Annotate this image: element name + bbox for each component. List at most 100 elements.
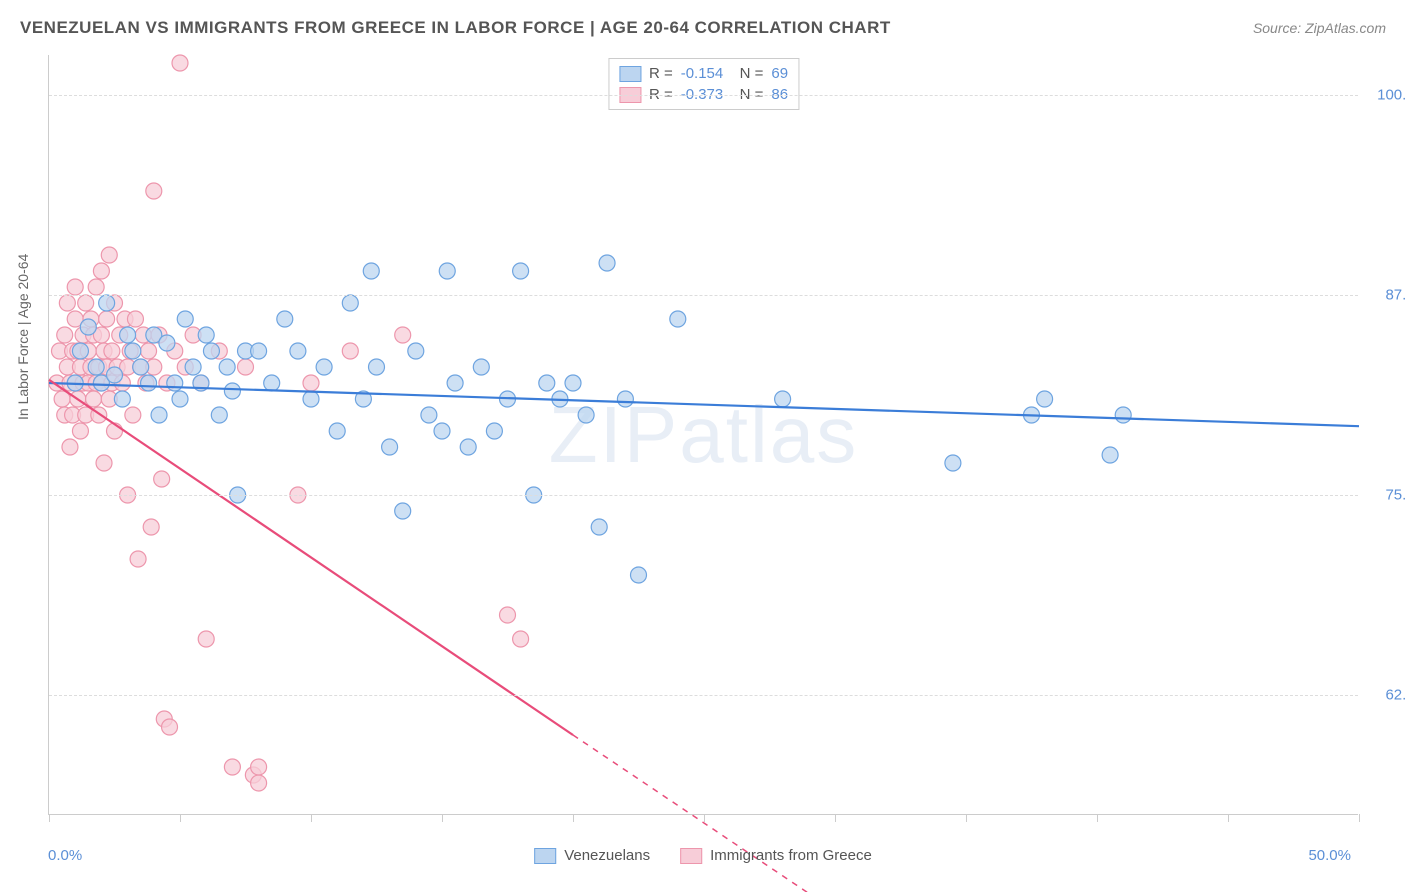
data-point	[251, 343, 267, 359]
swatch-series-2	[680, 848, 702, 864]
data-point	[167, 375, 183, 391]
data-point	[599, 255, 615, 271]
data-point	[96, 455, 112, 471]
data-point	[162, 719, 178, 735]
data-point	[172, 391, 188, 407]
gridline	[49, 695, 1358, 696]
data-point	[143, 519, 159, 535]
data-point	[290, 343, 306, 359]
gridline	[49, 295, 1358, 296]
chart-title: VENEZUELAN VS IMMIGRANTS FROM GREECE IN …	[20, 18, 891, 38]
chart-plot-area: ZIPatlas R = -0.154 N = 69 R = -0.373 N …	[48, 55, 1358, 815]
x-tick	[704, 814, 705, 822]
data-point	[130, 551, 146, 567]
data-point	[198, 327, 214, 343]
data-point	[264, 375, 280, 391]
data-point	[159, 335, 175, 351]
data-point	[439, 263, 455, 279]
x-tick	[1359, 814, 1360, 822]
x-tick	[966, 814, 967, 822]
data-point	[369, 359, 385, 375]
data-point	[125, 407, 141, 423]
data-point	[251, 775, 267, 791]
legend-item: Venezuelans	[534, 847, 650, 864]
data-point	[1037, 391, 1053, 407]
data-point	[486, 423, 502, 439]
scatter-svg	[49, 55, 1358, 814]
x-tick	[835, 814, 836, 822]
data-point	[434, 423, 450, 439]
data-point	[86, 391, 102, 407]
x-axis-max-label: 50.0%	[1308, 847, 1351, 864]
x-tick	[1097, 814, 1098, 822]
data-point	[88, 359, 104, 375]
data-point	[565, 375, 581, 391]
y-tick-label: 87.5%	[1368, 287, 1406, 304]
data-point	[219, 359, 235, 375]
data-point	[1102, 447, 1118, 463]
data-point	[382, 439, 398, 455]
data-point	[1115, 407, 1131, 423]
data-point	[329, 423, 345, 439]
data-point	[251, 759, 267, 775]
data-point	[316, 359, 332, 375]
data-point	[447, 375, 463, 391]
data-point	[342, 343, 358, 359]
data-point	[88, 279, 104, 295]
data-point	[670, 311, 686, 327]
data-point	[107, 367, 123, 383]
x-tick	[180, 814, 181, 822]
data-point	[62, 439, 78, 455]
data-point	[408, 343, 424, 359]
data-point	[78, 295, 94, 311]
data-point	[224, 759, 240, 775]
data-point	[59, 295, 75, 311]
data-point	[775, 391, 791, 407]
data-point	[578, 407, 594, 423]
swatch-series-1	[534, 848, 556, 864]
data-point	[945, 455, 961, 471]
data-point	[125, 343, 141, 359]
data-point	[120, 327, 136, 343]
data-point	[473, 359, 489, 375]
data-point	[93, 263, 109, 279]
data-point	[500, 607, 516, 623]
data-point	[591, 519, 607, 535]
series-legend: Venezuelans Immigrants from Greece	[534, 847, 872, 864]
data-point	[146, 183, 162, 199]
data-point	[211, 407, 227, 423]
data-point	[104, 343, 120, 359]
data-point	[72, 423, 88, 439]
data-point	[395, 327, 411, 343]
data-point	[513, 263, 529, 279]
data-point	[395, 503, 411, 519]
gridline	[49, 495, 1358, 496]
data-point	[513, 631, 529, 647]
data-point	[539, 375, 555, 391]
x-axis-min-label: 0.0%	[48, 847, 82, 864]
x-tick	[311, 814, 312, 822]
x-tick	[442, 814, 443, 822]
data-point	[421, 407, 437, 423]
data-point	[277, 311, 293, 327]
legend-item: Immigrants from Greece	[680, 847, 872, 864]
data-point	[460, 439, 476, 455]
x-tick	[1228, 814, 1229, 822]
data-point	[303, 375, 319, 391]
data-point	[303, 391, 319, 407]
data-point	[114, 391, 130, 407]
legend-label: Immigrants from Greece	[710, 847, 872, 864]
data-point	[141, 343, 157, 359]
data-point	[198, 631, 214, 647]
y-tick-label: 62.5%	[1368, 687, 1406, 704]
y-tick-label: 100.0%	[1368, 87, 1406, 104]
data-point	[72, 343, 88, 359]
data-point	[185, 359, 201, 375]
trend-line	[49, 383, 1359, 426]
data-point	[363, 263, 379, 279]
data-point	[617, 391, 633, 407]
data-point	[238, 359, 254, 375]
data-point	[127, 311, 143, 327]
data-point	[67, 279, 83, 295]
x-tick	[573, 814, 574, 822]
